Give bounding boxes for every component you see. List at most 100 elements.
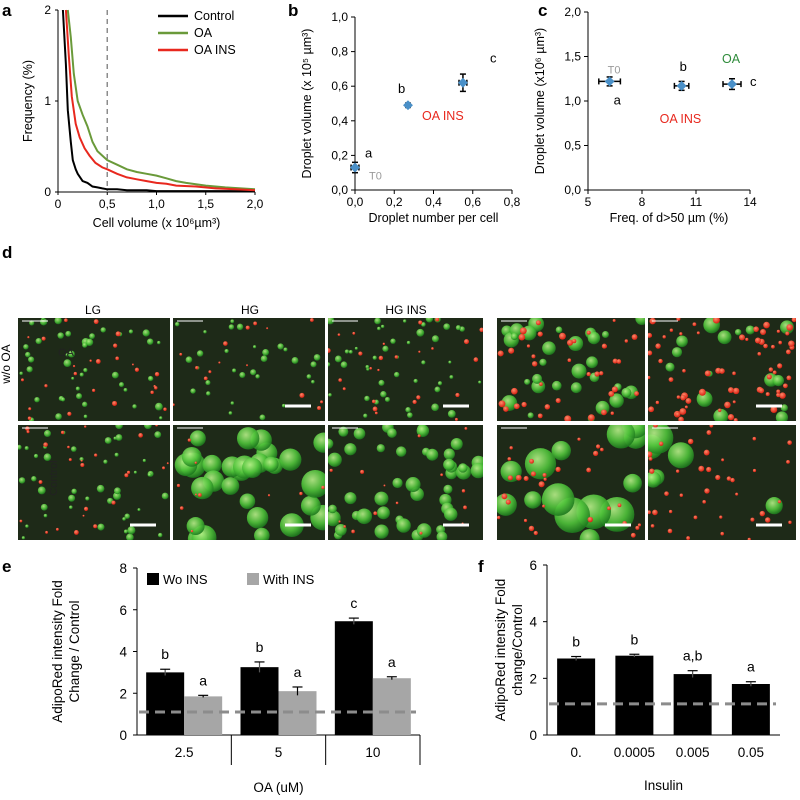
lipid-droplet-red [709,425,714,428]
y-tick-label: 6 [119,603,127,618]
lipid-droplet-red [664,491,669,496]
lipid-droplet-red [732,371,736,376]
lipid-droplet-red [208,370,212,374]
lipid-droplet-red [721,458,725,462]
lipid-droplet-green [126,533,134,540]
column-label-hg: HG [241,303,259,317]
lipid-droplet-green [250,369,257,376]
y-tick-label: 4 [119,645,127,660]
lipid-droplet-red [543,477,547,481]
lipid-droplet-red [89,359,92,362]
x-tick-label: 14 [743,195,757,209]
lipid-droplet-green [147,375,154,382]
y-axis-title: Frequency (%) [21,60,35,142]
lipid-droplet-red [739,334,746,341]
lipid-droplet-red [648,350,653,356]
lipid-droplet-green [671,347,683,358]
panel-c-scatter-chart: 5 8 11 14 0,0 0,5 1,0 1,5 2,0 Freq. of d>50 µm (%… [533,5,757,225]
lipid-droplet-red [682,368,686,373]
lipid-droplet-red [20,378,24,382]
lipid-droplet-red [766,374,772,380]
lipid-droplet-red [538,481,545,488]
lipid-droplet-green [277,343,284,350]
lipid-droplet-green [447,409,456,418]
lipid-droplet-green [71,488,77,495]
lipid-droplet-red [732,400,736,404]
lipid-droplet-red [786,375,792,381]
significance-letter: b [680,59,687,74]
lipid-droplet-red [508,347,515,354]
lipid-droplet-green [228,411,233,415]
lipid-droplet-red [338,378,342,382]
lipid-droplet-red [715,474,721,481]
x-tick-label: 1,0 [148,197,165,211]
lipid-droplet-red [752,436,757,441]
lipid-droplet-red [750,517,755,522]
lipid-droplet-green [281,403,286,408]
lipid-droplet-green [85,496,90,501]
lipid-droplet-green [713,408,729,421]
lipid-droplet-red [80,459,83,462]
lipid-droplet-green [416,328,425,337]
lipid-droplet-red [610,411,614,415]
data-point [403,100,413,111]
lipid-droplet-green [301,469,325,498]
lipid-droplet-green [405,477,421,493]
lipid-droplet-green [374,318,381,325]
lipid-droplet-green [344,443,357,456]
lipid-droplet-red [786,460,790,464]
panel-letter-d: d [2,243,12,262]
lipid-droplet-green [76,393,83,400]
lipid-droplet-red [650,524,655,528]
significance-letter: a [365,146,373,161]
lipid-droplet-green [421,322,426,327]
lipid-droplet-red [479,327,483,333]
lipid-droplet-green [436,531,448,540]
lipid-droplet-green [40,503,48,511]
lipid-droplet-red [595,444,601,449]
lipid-droplet-green [29,320,35,326]
lipid-droplet-red [706,430,712,435]
lipid-droplet-green [340,361,348,369]
lipid-droplet-red [418,320,423,325]
lipid-droplet-red [724,401,731,409]
lipid-droplet-red [246,364,249,367]
lipid-droplet-red [41,336,46,341]
lipid-droplet-red [586,371,591,377]
lipid-droplet-green [18,444,22,450]
data-point [676,80,687,91]
lipid-droplet-green [344,349,350,354]
lipid-droplet-green [65,330,72,337]
panel-e-bar-chart: 0 2 4 6 8 2.5 b a 5 b a 10 c a OA (uM) AdipoRed intensi… [50,561,421,795]
lipid-droplet-red [497,350,504,357]
y-tick-label: 0,6 [331,79,348,93]
lipid-droplet-green [402,319,407,323]
lipid-droplet-red [685,398,692,404]
lipid-droplet-green [310,361,317,368]
lipid-droplet-red [776,329,780,333]
lipid-droplet-green [83,414,88,419]
lipid-droplet-green [82,342,88,348]
panel-a-line-chart: 0 0,5 1,0 1,5 2,0 0 1 2 Cell volume (x 10⁶µm³) Fr… [21,3,264,230]
lipid-droplet-green [85,338,94,347]
y-tick-label: 2 [529,671,537,686]
lipid-droplet-red [162,466,166,470]
lipid-droplet-red [718,408,722,412]
series-line-oa-ins [64,9,256,192]
lipid-droplet-green [524,448,557,480]
y-tick-label: 0 [529,728,537,743]
micrograph-label-control: Control [48,460,60,495]
micrograph-content [648,318,796,421]
column-label-lg: LG [85,303,101,317]
legend-label: OA INS [194,43,236,57]
category-label: 0. [570,745,581,760]
lipid-droplet-green [378,379,385,386]
lipid-droplet-red [730,477,735,483]
lipid-droplet-green [443,458,455,471]
lipid-droplet-green [380,391,387,398]
lipid-droplet-green [34,397,40,403]
lipid-droplet-green [780,404,788,412]
lipid-droplet-green [426,448,439,461]
lipid-droplet-red [176,483,181,488]
lipid-droplet-red [652,509,658,516]
